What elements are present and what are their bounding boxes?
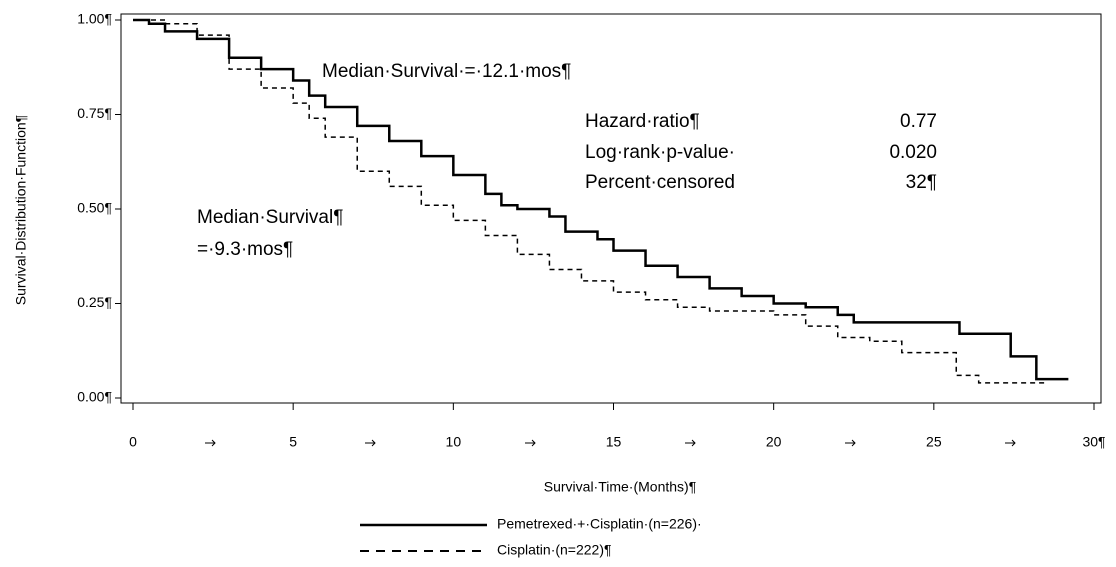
survival-curve (133, 18, 1069, 381)
y-axis-label: Survival·Distribution·Function¶ (13, 115, 29, 305)
survival-curve (133, 19, 1046, 384)
y-tick-label: 1.00¶ (77, 11, 112, 27)
x-tick-label: 20 (766, 434, 782, 450)
stat-value: 0.020 (889, 142, 937, 163)
x-tick-label: 10 (446, 434, 462, 450)
stat-label: Hazard·ratio¶ (585, 111, 700, 132)
annotation: Median·Survival¶ (197, 207, 343, 228)
stat-value: 0.77 (900, 111, 937, 132)
x-tick-label: 30¶ (1082, 434, 1105, 450)
annotation: Median·Survival·=·12.1·mos¶ (322, 61, 571, 82)
tab-marks (205, 439, 1016, 447)
x-tick-label: 25 (926, 434, 942, 450)
x-tick-label: 5 (289, 434, 297, 450)
stat-label: Percent·censored (585, 172, 735, 193)
y-tick-label: 0.00¶ (77, 389, 112, 405)
y-tick-label: 0.75¶ (77, 105, 112, 121)
x-tick-label: 15 (606, 434, 622, 450)
y-tick-label: 0.50¶ (77, 200, 112, 216)
annotation: =·9.3·mos¶ (197, 239, 293, 260)
stat-value: 32¶ (906, 172, 937, 193)
x-axis-label: Survival·Time·(Months)¶ (544, 479, 696, 495)
x-tick-label: 0 (129, 434, 137, 450)
legend-label: Cisplatin·(n=222)¶ (497, 542, 612, 558)
stat-label: Log·rank·p-value· (585, 142, 735, 163)
legend-label: Pemetrexed·+·Cisplatin·(n=226)· (497, 516, 702, 532)
y-tick-label: 0.25¶ (77, 294, 112, 310)
